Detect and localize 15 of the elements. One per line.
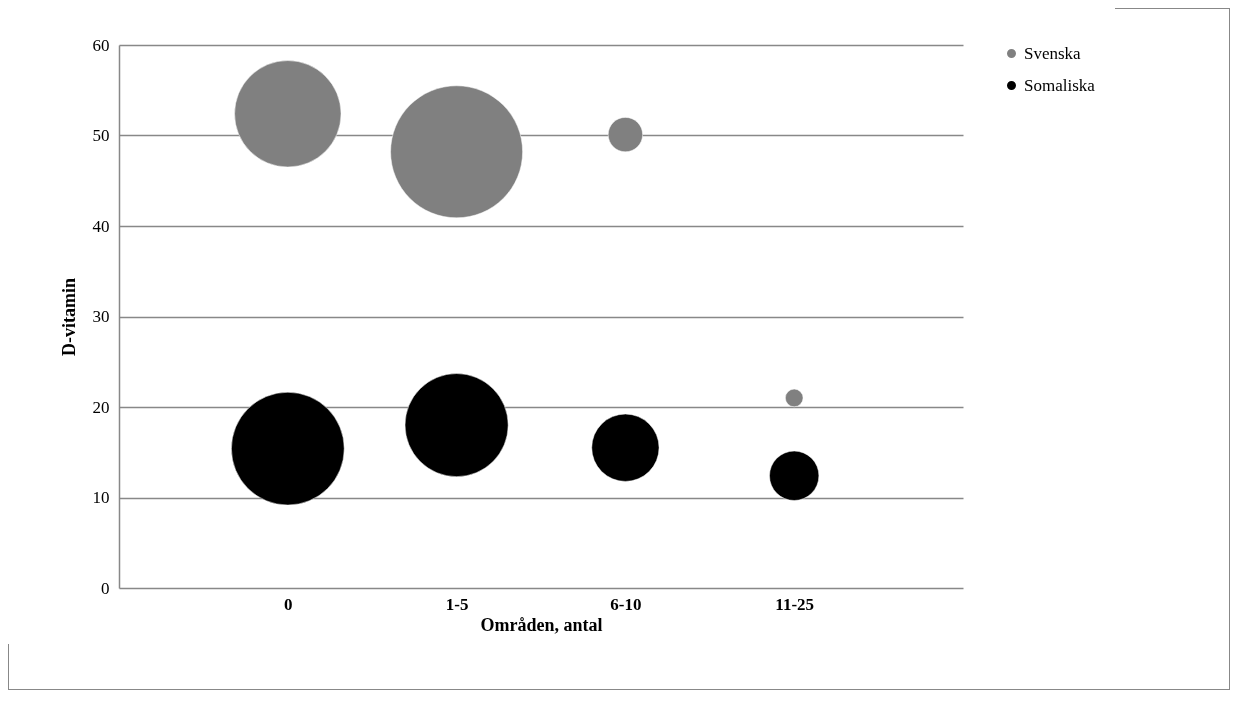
x-tick-label: 0 bbox=[284, 594, 293, 614]
y-tick-label: 0 bbox=[101, 578, 110, 598]
y-tick-label: 20 bbox=[92, 397, 110, 417]
y-tick-label: 50 bbox=[92, 126, 110, 145]
x-tick-label: 6-10 bbox=[610, 594, 642, 614]
y-tick-label: 40 bbox=[92, 216, 110, 236]
legend-label: Somaliska bbox=[1024, 75, 1096, 95]
legend-label: Svenska bbox=[1024, 43, 1082, 63]
x-tick-label: 11-25 bbox=[775, 594, 815, 614]
x-axis-title: Områden, antal bbox=[480, 614, 603, 635]
y-tick-label: 30 bbox=[92, 307, 110, 326]
x-tick-label: 1-5 bbox=[445, 594, 469, 614]
y-axis-title: D-vitamin bbox=[58, 278, 79, 356]
y-tick-label: 60 bbox=[92, 35, 110, 55]
y-tick-label: 10 bbox=[92, 488, 110, 507]
